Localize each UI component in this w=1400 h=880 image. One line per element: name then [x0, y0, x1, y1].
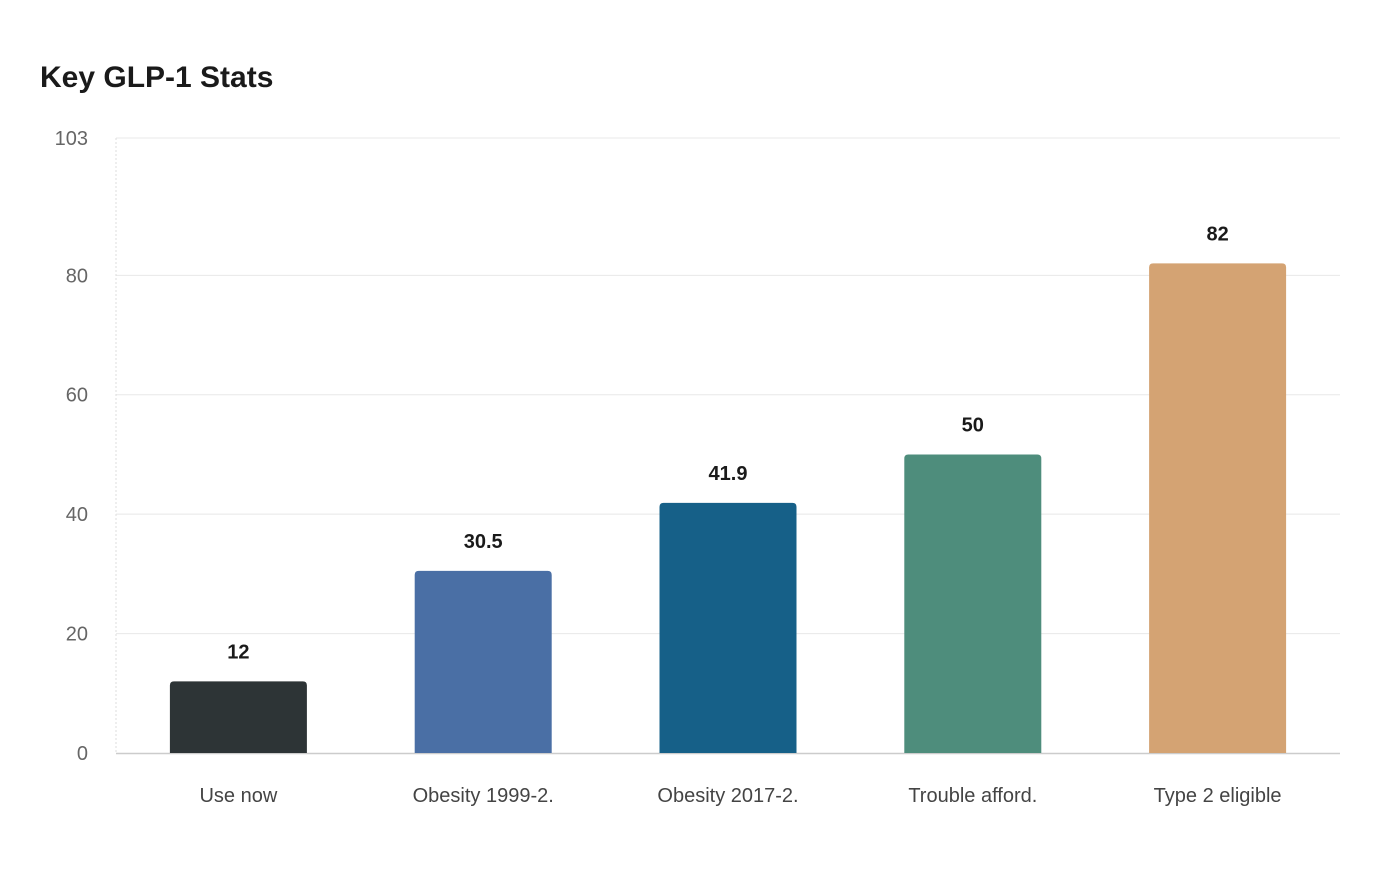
x-category-label: Obesity 1999-2.	[413, 785, 554, 807]
bar-value-label: 50	[962, 414, 984, 436]
y-tick-label: 80	[66, 265, 88, 287]
x-category-label: Use now	[199, 785, 277, 807]
x-category-label: Obesity 2017-2.	[657, 785, 798, 807]
bar-value-label: 82	[1206, 223, 1228, 245]
bar-value-label: 30.5	[464, 531, 503, 553]
x-axis-categories: Use now Obesity 1999-2. Obesity 2017-2. Tro…	[199, 785, 1281, 807]
value-labels: 12 30.5 41.9 50 82	[227, 223, 1228, 663]
bar-value-label: 41.9	[709, 463, 748, 485]
bar	[414, 570, 552, 753]
y-tick-label: 60	[66, 385, 88, 407]
bars	[169, 263, 1287, 753]
y-tick-label: 20	[66, 624, 88, 646]
bar	[904, 454, 1042, 753]
chart-title: Key GLP-1 Stats	[40, 61, 274, 94]
bar	[659, 502, 797, 753]
x-category-label: Trouble afford.	[908, 785, 1037, 807]
y-tick-label: 40	[66, 504, 88, 526]
y-tick-label: 0	[77, 743, 88, 765]
x-category-label: Type 2 eligible	[1154, 785, 1282, 807]
bar	[169, 681, 307, 753]
y-axis-ticks: 0 20 40 60 80 103	[55, 128, 88, 765]
bar-value-label: 12	[227, 641, 249, 663]
bar	[1149, 263, 1287, 753]
y-tick-label: 103	[55, 128, 88, 150]
